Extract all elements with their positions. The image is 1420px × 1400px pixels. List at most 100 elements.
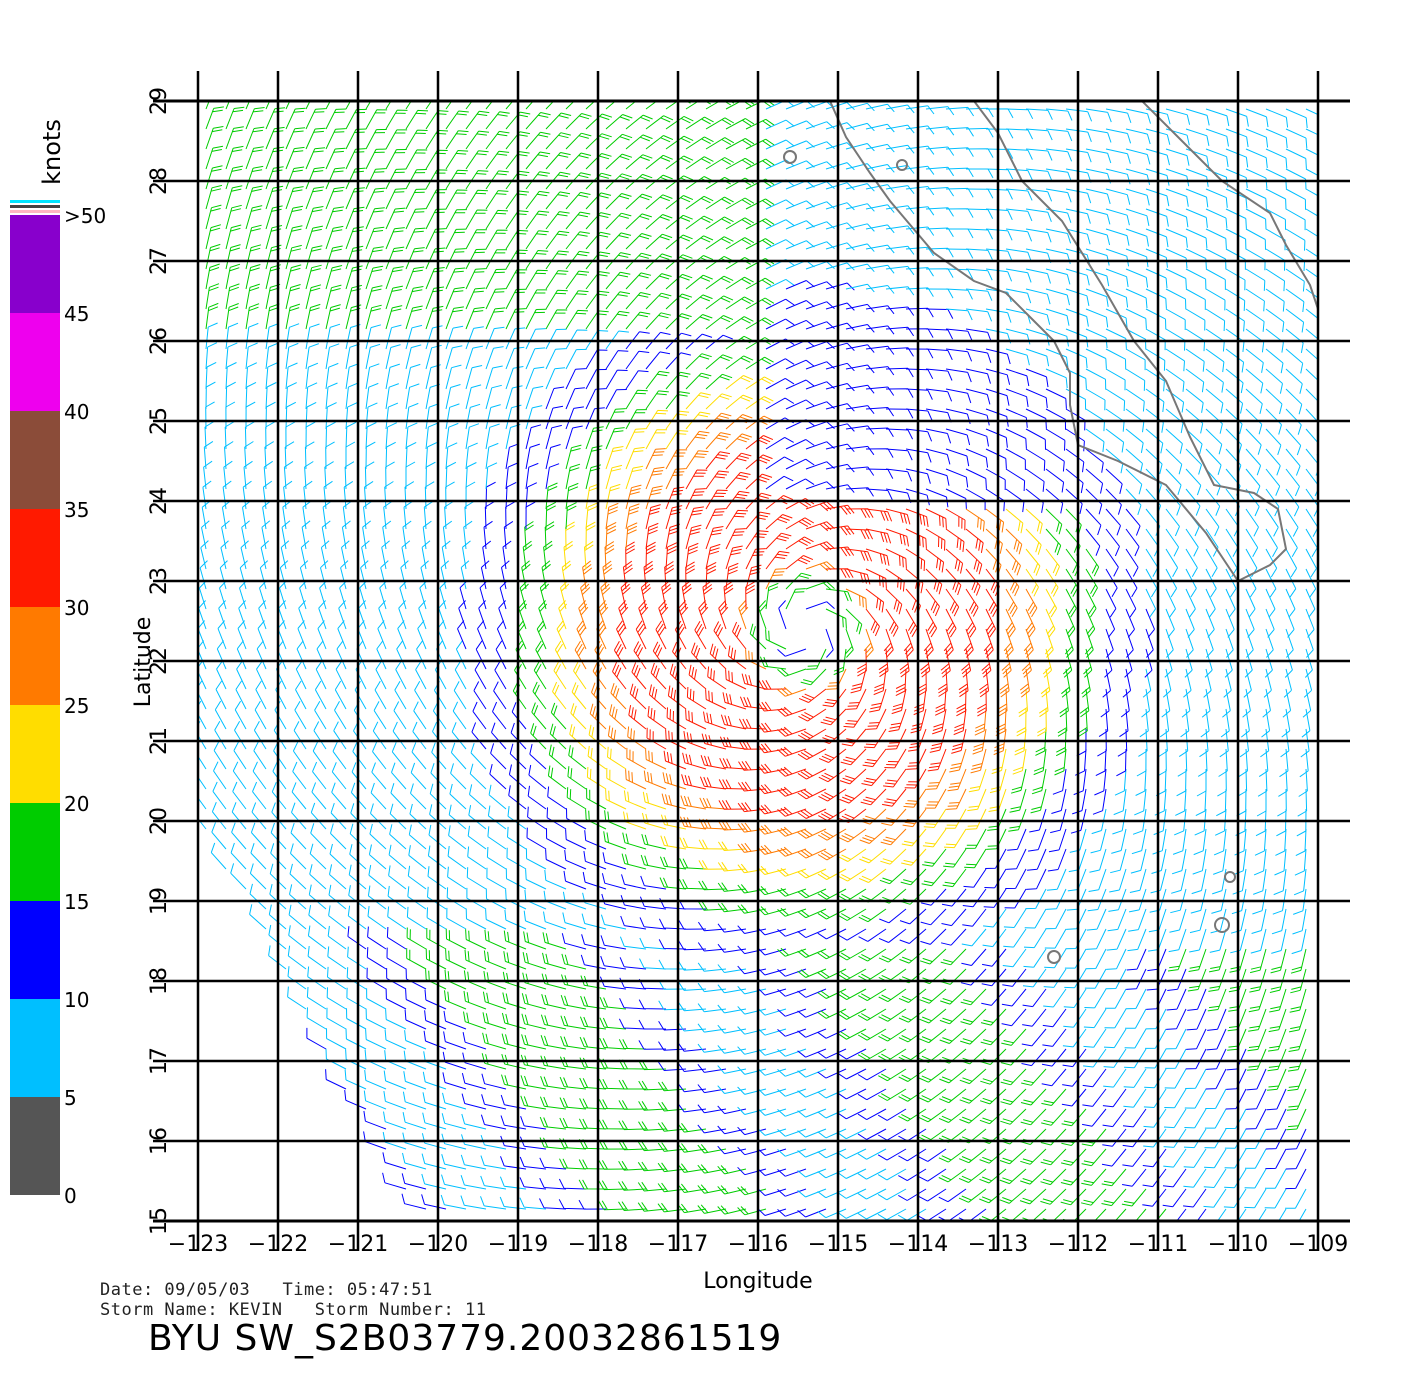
wind-barb	[797, 1088, 827, 1098]
wind-barb	[1205, 508, 1220, 537]
wind-barb	[494, 660, 507, 690]
wind-barb	[1059, 688, 1069, 718]
wind-barb	[1090, 828, 1107, 854]
wind-barb	[445, 267, 466, 290]
wind-barb	[1256, 789, 1267, 817]
wind-barb	[705, 526, 724, 550]
wind-barb	[418, 600, 427, 630]
wind-barb	[232, 761, 247, 790]
wind-barb	[1205, 168, 1229, 188]
wind-barb	[1005, 608, 1016, 638]
wind-barb	[1025, 228, 1052, 243]
wind-barb	[288, 904, 307, 930]
wind-barb	[1085, 348, 1107, 369]
wind-barb	[625, 446, 645, 470]
wind-barb	[665, 523, 680, 550]
wind-barb	[685, 450, 709, 470]
wind-barb	[1293, 868, 1307, 896]
wind-barb	[705, 451, 730, 470]
wind-barb	[825, 403, 855, 412]
wind-barb	[725, 562, 739, 590]
wind-barb	[522, 952, 547, 970]
wind-barb	[1088, 868, 1107, 892]
wind-barb	[249, 904, 267, 930]
wind-barb	[1125, 288, 1148, 309]
wind-barb	[385, 305, 403, 330]
wind-barb	[1067, 868, 1087, 892]
wind-barb	[526, 827, 547, 850]
wind-barb	[367, 906, 387, 930]
wind-barb	[817, 1048, 847, 1059]
wind-barb	[405, 286, 424, 310]
wind-barb	[857, 1148, 887, 1160]
wind-barb	[479, 580, 488, 610]
wind-barb	[777, 1168, 807, 1177]
wind-barb	[325, 343, 340, 370]
wind-barb	[985, 508, 1005, 533]
wind-barb	[470, 742, 487, 770]
wind-barb	[797, 808, 827, 819]
wind-barb	[905, 548, 926, 572]
wind-barb	[1216, 788, 1227, 817]
wind-barb	[1143, 1128, 1167, 1148]
wind-barb	[422, 1092, 447, 1110]
wind-barb	[722, 692, 747, 710]
wind-barb	[283, 480, 293, 510]
wind-barb	[425, 442, 437, 470]
wind-barb	[1245, 628, 1254, 658]
wind-barb	[1273, 868, 1287, 896]
wind-barb	[255, 680, 267, 710]
wind-barb	[578, 1179, 607, 1190]
wind-barb	[997, 688, 1008, 717]
wind-barb	[685, 506, 704, 530]
wind-barb	[505, 404, 522, 430]
wind-barb	[717, 1165, 747, 1175]
wind-barb	[1183, 1148, 1207, 1168]
wind-barb	[1085, 308, 1109, 328]
wind-barb	[1254, 828, 1267, 856]
wind-barb	[279, 560, 289, 590]
wind-barb	[1200, 708, 1210, 738]
wind-barb	[565, 113, 592, 130]
wind-barb	[1265, 288, 1285, 312]
wind-barb	[1186, 1028, 1207, 1050]
wind-barb	[205, 381, 216, 410]
wind-barb	[367, 926, 387, 950]
wind-barb	[445, 928, 467, 950]
wind-barb	[960, 1028, 987, 1045]
wind-barb	[717, 923, 747, 933]
wind-barb	[645, 541, 656, 570]
wind-barb	[1080, 1188, 1107, 1206]
wind-barb	[1104, 1008, 1127, 1029]
wind-barb	[859, 848, 887, 864]
y-tick-label: 26	[147, 327, 172, 355]
wind-barb	[717, 1145, 747, 1155]
wind-barb	[1020, 1108, 1047, 1126]
wind-barb	[1289, 1008, 1307, 1033]
wind-barb	[552, 681, 567, 710]
wind-barb	[445, 150, 469, 170]
wind-barb	[344, 1090, 367, 1110]
wind-barb	[325, 147, 346, 170]
wind-barb	[777, 1008, 807, 1017]
wind-barb	[932, 708, 947, 735]
wind-barb	[1043, 988, 1067, 1008]
wind-barb	[1185, 448, 1202, 475]
wind-barb	[1305, 408, 1318, 435]
wind-barb	[561, 933, 587, 950]
wind-barb	[1204, 1108, 1227, 1129]
wind-barb	[1085, 288, 1109, 307]
wind-barb	[987, 808, 1007, 831]
wind-barb	[960, 1008, 987, 1025]
wind-barb	[499, 1176, 527, 1190]
wind-barb	[295, 680, 307, 710]
wind-barb	[1021, 1048, 1047, 1067]
wind-barb	[1285, 448, 1301, 476]
wind-barb	[980, 1008, 1007, 1026]
wind-barb	[585, 502, 598, 530]
wind-barb	[745, 158, 775, 170]
wind-barb	[525, 131, 551, 150]
wind-barb	[607, 725, 627, 750]
wind-barb	[1257, 1208, 1267, 1221]
wind-barb	[1122, 1108, 1147, 1128]
